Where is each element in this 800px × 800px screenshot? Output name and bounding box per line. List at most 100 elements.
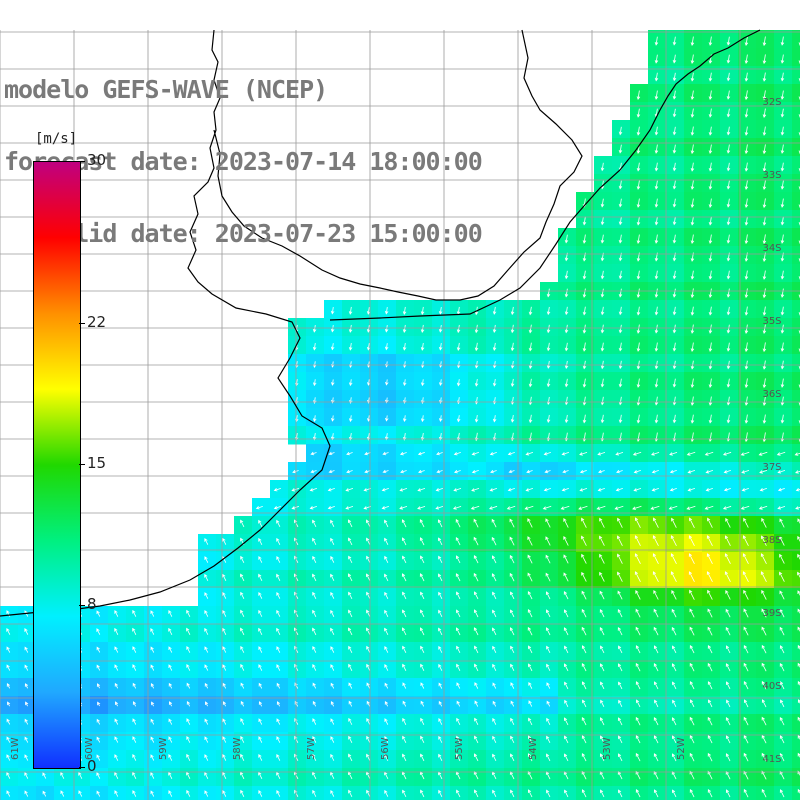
wind-arrow (510, 378, 515, 387)
wind-arrow (726, 699, 731, 708)
wind-arrow (762, 396, 767, 407)
wind-arrow (276, 627, 281, 635)
wind-arrow (744, 72, 749, 82)
wind-arrow (636, 396, 641, 406)
wind-arrow (150, 718, 155, 725)
wind-arrow (762, 54, 767, 65)
wind-arrow (6, 610, 11, 617)
wind-arrow (114, 701, 119, 707)
wind-arrow (762, 180, 767, 191)
wind-arrow (276, 718, 281, 725)
wind-arrow (581, 789, 587, 798)
wind-arrow (618, 396, 623, 406)
wind-speed-cell (792, 624, 800, 643)
wind-speed-cell (54, 786, 73, 800)
wind-arrow (546, 288, 551, 298)
wind-speed-cell (792, 444, 800, 463)
wind-arrow (7, 701, 11, 707)
wind-arrow (456, 361, 461, 369)
wind-arrow (420, 645, 425, 654)
wind-arrow (542, 505, 552, 510)
wind-arrow (438, 735, 443, 743)
wind-arrow (780, 324, 785, 334)
wind-arrow (168, 718, 173, 725)
wind-arrow (708, 378, 713, 388)
wind-arrow (294, 682, 299, 689)
colorbar-tick-label: 8 (87, 595, 97, 614)
wind-arrow (6, 771, 11, 779)
wind-arrow (347, 519, 353, 528)
wind-arrow (384, 325, 389, 333)
wind-speed-cell (792, 156, 800, 175)
wind-arrow (779, 608, 785, 618)
wind-arrow (705, 488, 713, 492)
wind-arrow (672, 324, 677, 334)
wind-arrow (255, 505, 263, 510)
wind-arrow (312, 324, 317, 333)
lat-lon-grid: 32S 33S 34S 35S 36S 37S 38S 39S 40S 41S 61W 60W 59W 5… (0, 30, 800, 800)
wind-arrow (672, 234, 677, 244)
wind-arrow (546, 663, 551, 672)
wind-arrow (492, 735, 497, 743)
wind-arrow (689, 699, 695, 708)
wind-arrow (528, 663, 533, 672)
wind-arrow (689, 770, 695, 780)
wind-arrow (708, 90, 713, 101)
wind-arrow (222, 790, 227, 797)
wind-arrow (690, 108, 695, 118)
wind-arrow (417, 451, 425, 456)
wind-arrow (722, 451, 732, 456)
wind-arrow (708, 342, 713, 352)
wind-arrow (743, 788, 749, 798)
wind-arrow (420, 555, 425, 564)
wind-arrow (186, 682, 191, 689)
lat-label: 41S (762, 754, 781, 765)
wind-speed-cell (792, 426, 800, 445)
wind-arrow (776, 451, 786, 456)
wind-arrow (686, 451, 696, 456)
wind-speed-cell (792, 768, 800, 787)
wind-arrow (509, 572, 515, 582)
wind-arrow (779, 753, 785, 762)
wind-arrow (779, 735, 785, 744)
wind-arrow (492, 342, 497, 351)
wind-arrow (312, 573, 317, 582)
wind-arrow (276, 609, 281, 617)
wind-arrow (492, 700, 497, 707)
wind-speed-cell (792, 786, 800, 800)
wind-arrow (330, 433, 335, 441)
wind-arrow (653, 663, 659, 672)
wind-arrow (132, 771, 137, 779)
wind-arrow (744, 378, 749, 389)
lon-label: 60W (84, 737, 95, 760)
wind-speed-cell (792, 66, 800, 85)
wind-arrow (258, 609, 263, 617)
wind-arrow (507, 452, 515, 456)
wind-arrow (654, 378, 659, 388)
wind-arrow (417, 487, 426, 492)
wind-arrow (509, 609, 515, 618)
wind-arrow (762, 342, 767, 353)
lon-label: 53W (602, 737, 613, 760)
wind-arrow (616, 535, 623, 546)
wind-arrow (276, 753, 281, 761)
wind-arrow (399, 487, 408, 492)
wind-arrow (741, 488, 749, 492)
wind-arrow (762, 126, 767, 136)
wind-speed-cell (738, 786, 757, 800)
wind-arrow (617, 717, 623, 726)
lon-label: 52W (676, 737, 687, 760)
wind-arrow (617, 608, 623, 618)
wind-arrow (744, 162, 749, 172)
wind-arrow (330, 646, 335, 653)
wind-arrow (438, 343, 443, 351)
wind-arrow (672, 72, 677, 82)
wind-arrow (348, 753, 353, 762)
wind-arrow (366, 682, 371, 689)
wind-arrow (689, 662, 695, 672)
wind-arrow (759, 488, 767, 492)
wind-arrow (761, 752, 767, 762)
wind-arrow (740, 505, 750, 510)
wind-arrow (528, 645, 533, 654)
wind-arrow (276, 591, 281, 599)
